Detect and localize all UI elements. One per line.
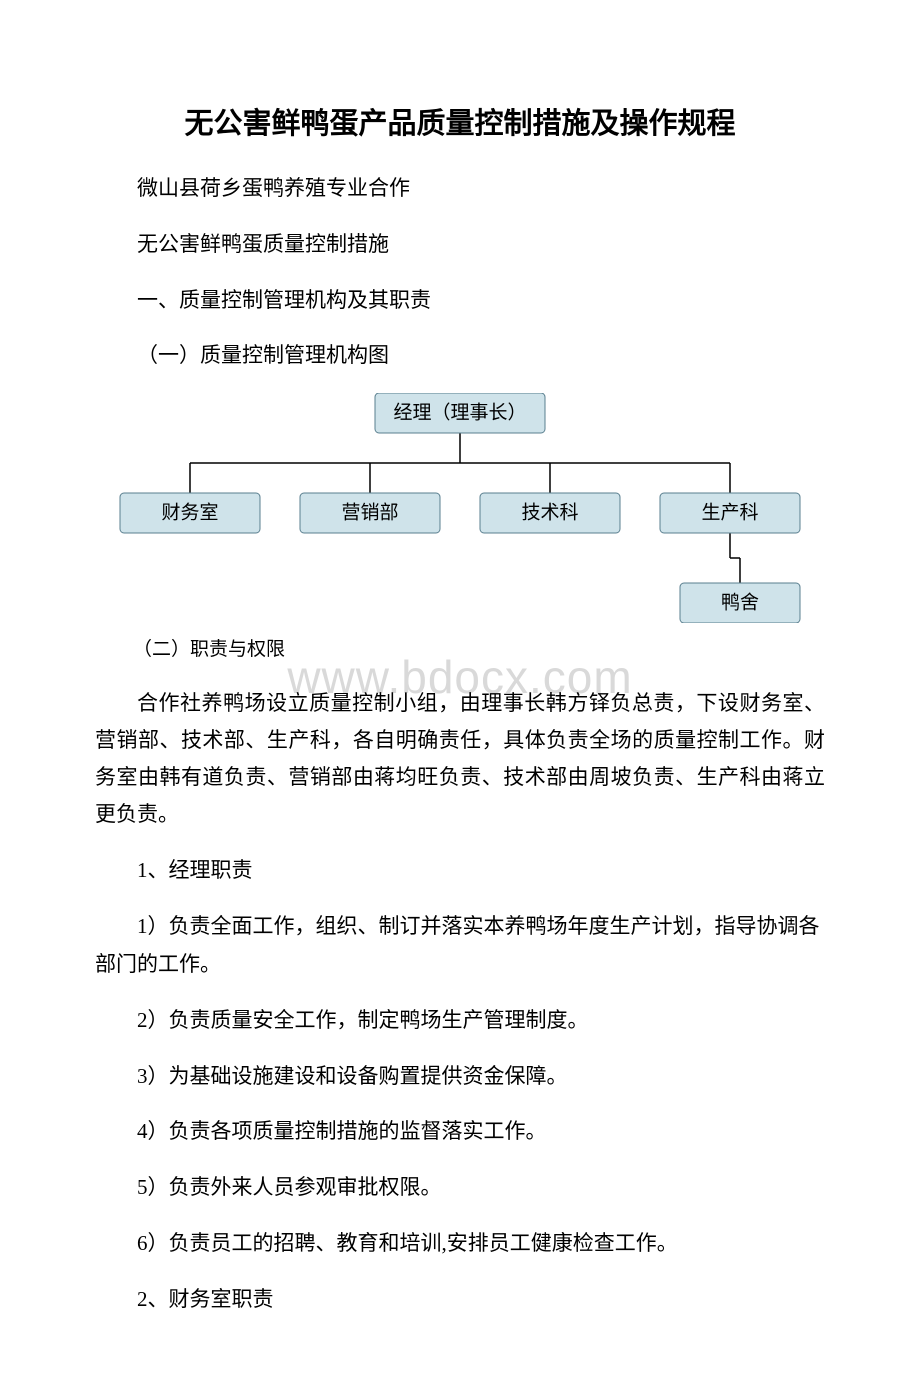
svg-text:生产科: 生产科: [701, 502, 758, 524]
line-subtitle: 无公害鲜鸭蛋质量控制措施: [95, 226, 825, 264]
manager-duty-2: 2）负责质量安全工作，制定鸭场生产管理制度。: [95, 1002, 825, 1040]
svg-text:鸭舍: 鸭舍: [721, 592, 759, 614]
manager-duty-6: 6）负责员工的招聘、教育和培训,安排员工健康检查工作。: [95, 1225, 825, 1263]
manager-duty-4: 4）负责各项质量控制措施的监督落实工作。: [95, 1113, 825, 1151]
body-paragraph-1: 合作社养鸭场设立质量控制小组，由理事长韩方铎负总责，下设财务室、营销部、技术部、…: [95, 685, 825, 832]
manager-duty-1: 1）负责全面工作，组织、制订并落实本养鸭场年度生产计划，指导协调各部门的工作。: [95, 908, 825, 984]
document-title: 无公害鲜鸭蛋产品质量控制措施及操作规程: [95, 100, 825, 142]
org-chart-svg: 经理（理事长） 财务室 营销部 技术科 生产科鸭舍: [100, 393, 820, 623]
svg-text:营销部: 营销部: [341, 502, 398, 524]
section-1-1-heading: （一）质量控制管理机构图: [95, 337, 825, 375]
document-content: 无公害鲜鸭蛋产品质量控制措施及操作规程 微山县荷乡蛋鸭养殖专业合作 无公害鲜鸭蛋…: [95, 100, 825, 1319]
section-1-2-heading: （二）职责与权限: [95, 633, 825, 667]
finance-duty-heading: 2、财务室职责: [95, 1281, 825, 1319]
svg-text:财务室: 财务室: [161, 502, 218, 524]
manager-duty-heading: 1、经理职责: [95, 852, 825, 890]
manager-duty-3: 3）为基础设施建设和设备购置提供资金保障。: [95, 1058, 825, 1096]
section-1-heading: 一、质量控制管理机构及其职责: [95, 282, 825, 320]
manager-duty-5: 5）负责外来人员参观审批权限。: [95, 1169, 825, 1207]
svg-text:经理（理事长）: 经理（理事长）: [393, 402, 526, 424]
org-chart: 经理（理事长） 财务室 营销部 技术科 生产科鸭舍: [100, 393, 820, 623]
svg-text:技术科: 技术科: [521, 502, 578, 524]
line-org: 微山县荷乡蛋鸭养殖专业合作: [95, 170, 825, 208]
